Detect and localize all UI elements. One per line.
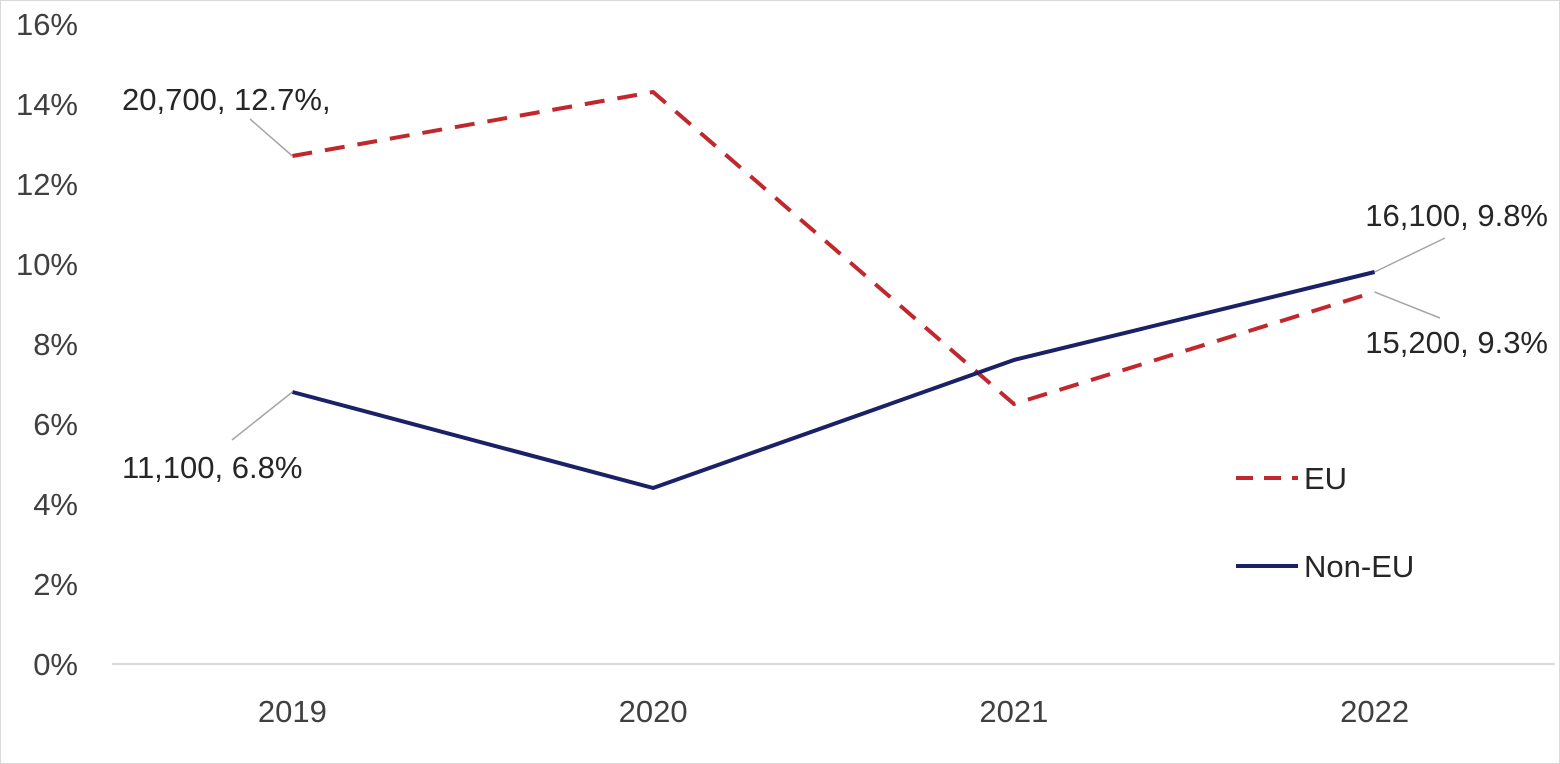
x-tick-label: 2020: [619, 694, 688, 729]
series-layer: [291, 90, 1376, 490]
y-tick-label: 10%: [16, 247, 78, 282]
y-tick-label: 2%: [33, 567, 78, 602]
data-label: 11,100, 6.8%: [122, 450, 302, 485]
y-tick-label: 16%: [16, 7, 78, 42]
x-axis: 2019 2020 2021 2022: [258, 694, 1409, 729]
y-axis: 0% 2% 4% 6% 8% 10% 12% 14% 16%: [16, 7, 78, 682]
y-tick-label: 4%: [33, 487, 78, 522]
y-tick-label: 8%: [33, 327, 78, 362]
y-tick-label: 6%: [33, 407, 78, 442]
legend-label: Non-EU: [1304, 549, 1414, 584]
y-tick-label: 14%: [16, 87, 78, 122]
data-label: 15,200, 9.3%: [1365, 325, 1548, 360]
data-label: 16,100, 9.8%: [1365, 198, 1548, 233]
data-label-leader-line: [1374, 237, 1446, 273]
data-label-leader-line: [231, 391, 293, 441]
legend-label: EU: [1304, 461, 1347, 496]
data-label: 20,700, 12.7%,: [122, 82, 331, 117]
data-label-layer: 20,700, 12.7%, 15,200, 9.3% 11,100, 6.8% 16…: [122, 82, 1548, 485]
data-label-leader-line: [1374, 291, 1441, 319]
series-line-non-eu: [291, 270, 1376, 490]
y-tick-label: 0%: [33, 647, 78, 682]
data-label-leader-line: [249, 118, 293, 157]
x-tick-label: 2022: [1340, 694, 1409, 729]
x-tick-label: 2021: [979, 694, 1048, 729]
y-tick-label: 12%: [16, 167, 78, 202]
x-tick-label: 2019: [258, 694, 327, 729]
legend: EU Non-EU: [1236, 461, 1414, 584]
series-line-eu: [292, 90, 1376, 406]
